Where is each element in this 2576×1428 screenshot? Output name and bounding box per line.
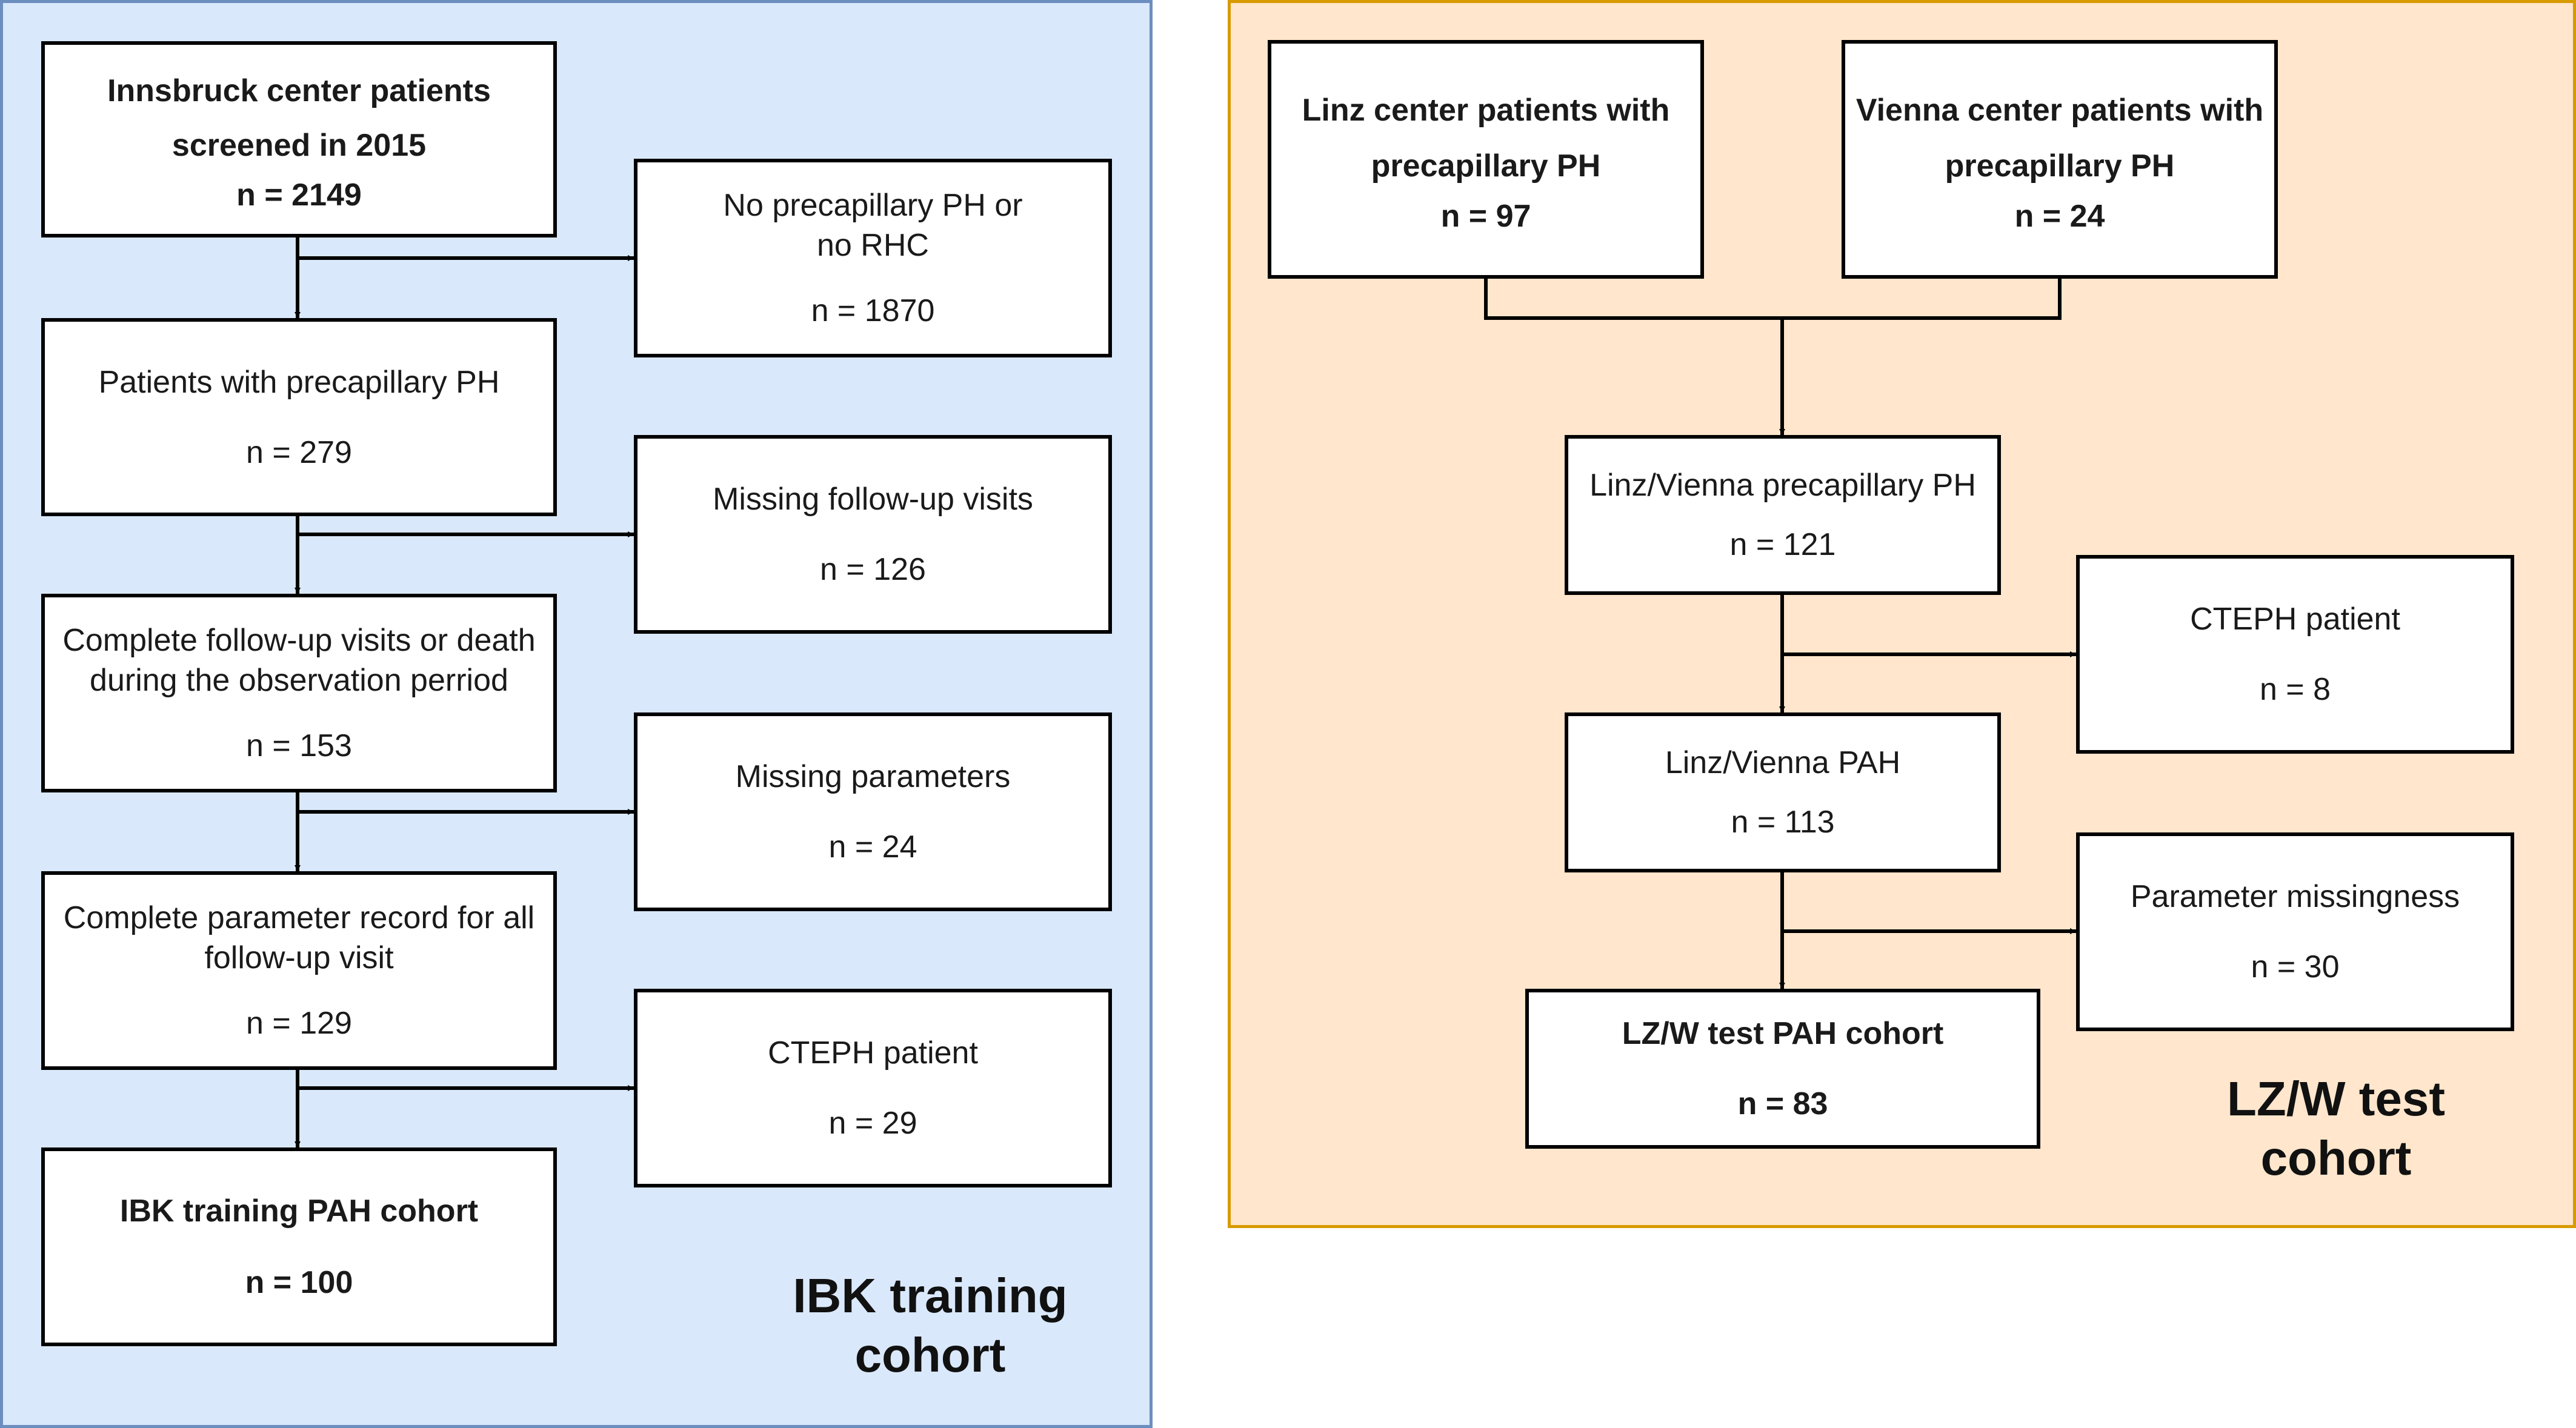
box-title: IBK training PAH cohort bbox=[119, 1194, 479, 1229]
box-cteph-test: CTEPH patient n = 8 bbox=[2076, 555, 2514, 754]
box-cteph-training: CTEPH patient n = 29 bbox=[634, 989, 1112, 1187]
box-count: n = 126 bbox=[820, 552, 926, 587]
box-complete-followup: Complete follow-up visits or death durin… bbox=[41, 594, 557, 792]
box-count: n = 29 bbox=[828, 1106, 917, 1141]
box-title: Linz/Vienna precapillary PH bbox=[1589, 468, 1976, 503]
box-count: n = 100 bbox=[245, 1265, 353, 1300]
box-title: Vienna center patients with precapillary… bbox=[1855, 93, 2264, 184]
box-count: n = 153 bbox=[246, 728, 352, 763]
box-title: Linz center patients with precapillary P… bbox=[1302, 93, 1670, 184]
box-title: LZ/W test PAH cohort bbox=[1622, 1016, 1944, 1051]
box-title: Parameter missingness bbox=[2130, 879, 2460, 914]
merge-connector bbox=[1484, 279, 2062, 320]
box-title: CTEPH patient bbox=[768, 1035, 978, 1071]
box-count: n = 121 bbox=[1729, 527, 1836, 562]
box-title: CTEPH patient bbox=[2190, 602, 2400, 637]
box-lzw-test-cohort: LZ/W test PAH cohort n = 83 bbox=[1525, 989, 2040, 1149]
box-count: n = 24 bbox=[2014, 199, 2105, 234]
box-count: n = 83 bbox=[1737, 1086, 1828, 1121]
box-title: Patients with precapillary PH bbox=[98, 364, 500, 400]
box-title: Innsbruck center patients screened in 20… bbox=[107, 73, 491, 163]
box-vienna-source: Vienna center patients with precapillary… bbox=[1842, 40, 2278, 279]
box-linz-source: Linz center patients with precapillary P… bbox=[1268, 40, 1704, 279]
box-title: Missing parameters bbox=[735, 759, 1011, 794]
box-title: Linz/Vienna PAH bbox=[1665, 745, 1901, 780]
box-count: n = 1870 bbox=[811, 293, 935, 328]
training-cohort-label: IBK training cohort bbox=[793, 1269, 1068, 1382]
box-count: n = 30 bbox=[2251, 949, 2340, 985]
box-ibk-training-cohort: IBK training PAH cohort n = 100 bbox=[41, 1147, 557, 1346]
box-complete-parameters: Complete parameter record for all follow… bbox=[41, 871, 557, 1070]
box-count: n = 8 bbox=[2259, 672, 2331, 707]
box-count: n = 279 bbox=[246, 434, 352, 470]
box-title: Missing follow-up visits bbox=[713, 482, 1033, 517]
box-title: No precapillary PH or no RHC bbox=[723, 188, 1023, 263]
box-count: n = 113 bbox=[1731, 805, 1835, 840]
box-title: Complete follow-up visits or death durin… bbox=[62, 623, 536, 698]
box-linz-vienna-pah: Linz/Vienna PAH n = 113 bbox=[1565, 712, 2001, 872]
test-cohort-label: LZ/W test cohort bbox=[2227, 1072, 2445, 1185]
box-count: n = 2149 bbox=[236, 178, 362, 213]
box-count: n = 97 bbox=[1440, 199, 1531, 234]
box-missing-parameters: Missing parameters n = 24 bbox=[634, 712, 1112, 911]
box-linz-vienna-precapillary: Linz/Vienna precapillary PH n = 121 bbox=[1565, 435, 2001, 595]
box-excluded-no-ph: No precapillary PH or no RHC n = 1870 bbox=[634, 159, 1112, 357]
box-precapillary-ph: Patients with precapillary PH n = 279 bbox=[41, 318, 557, 516]
box-count: n = 129 bbox=[246, 1006, 352, 1041]
box-parameter-missingness: Parameter missingness n = 30 bbox=[2076, 832, 2514, 1031]
box-count: n = 24 bbox=[828, 829, 917, 865]
box-title: Complete parameter record for all follow… bbox=[63, 900, 535, 975]
box-missing-followup: Missing follow-up visits n = 126 bbox=[634, 435, 1112, 634]
box-innsbruck-screened: Innsbruck center patients screened in 20… bbox=[41, 41, 557, 237]
